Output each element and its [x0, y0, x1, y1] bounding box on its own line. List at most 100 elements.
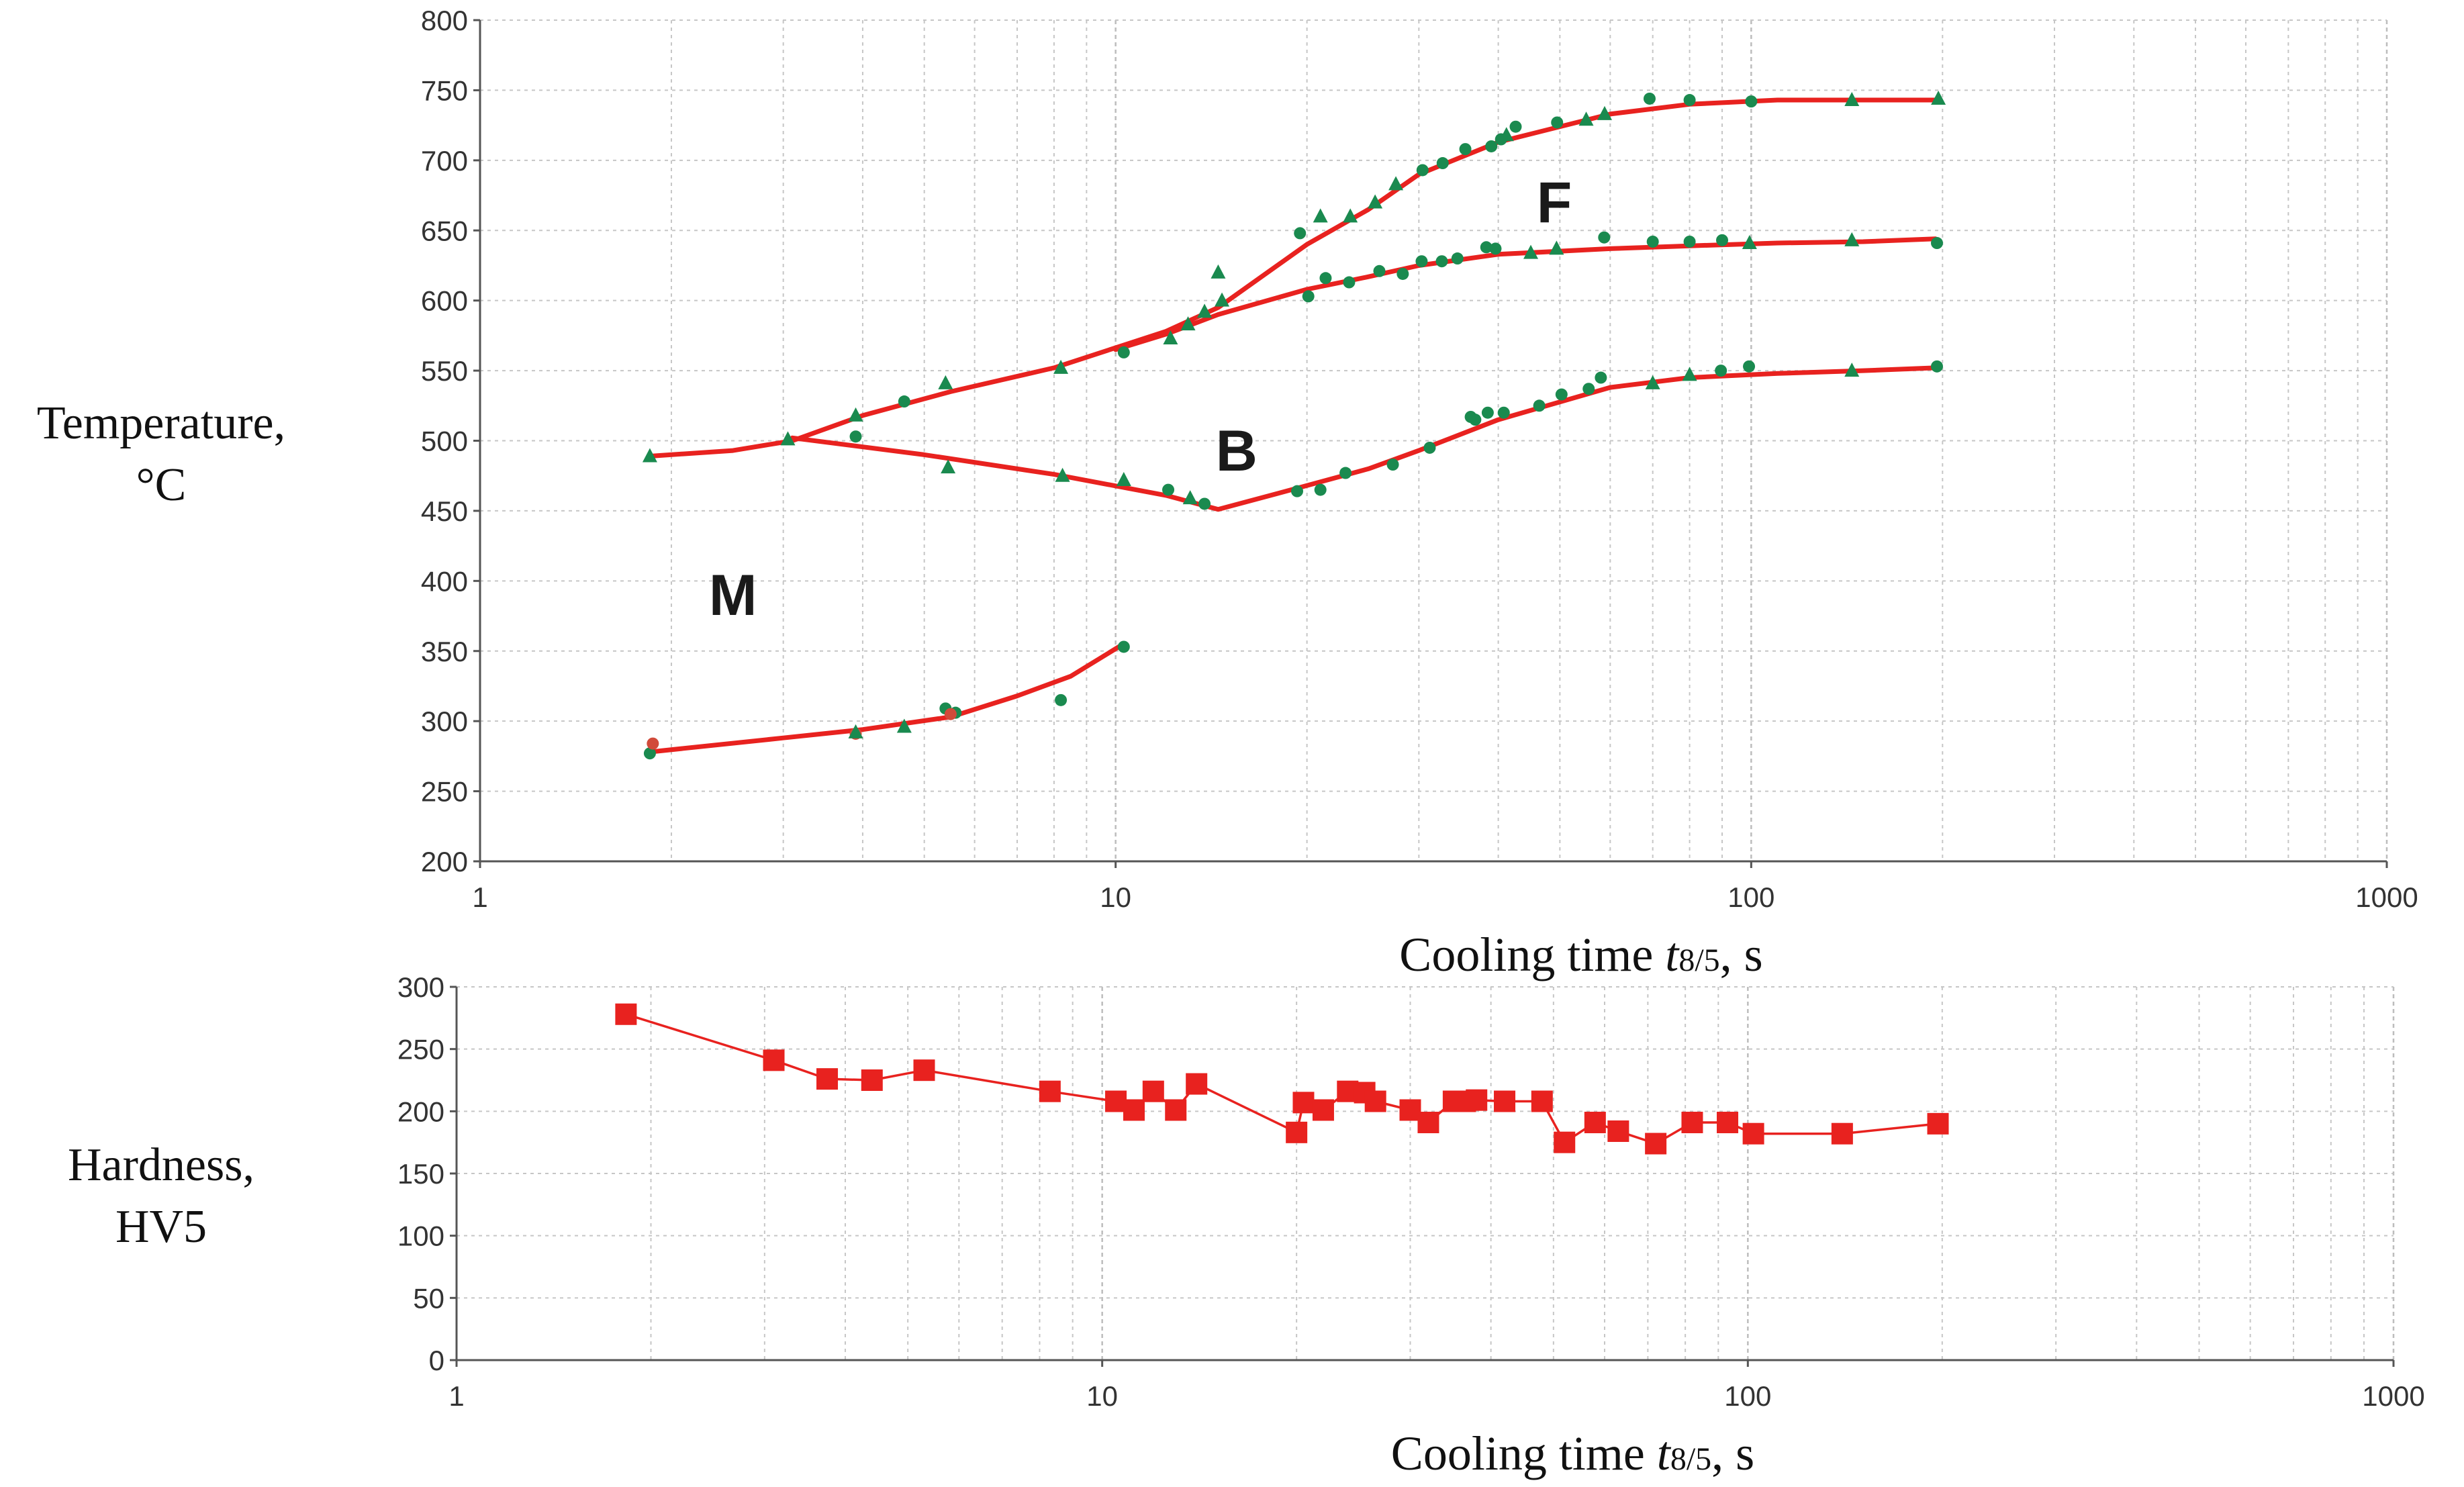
top-y-axis-label-line2: °C [136, 459, 187, 511]
top-measured-point [1368, 194, 1383, 209]
bottom-data-point [1364, 1090, 1386, 1112]
top-measured-point [643, 747, 656, 760]
top-measured-point [1436, 157, 1449, 170]
top-y-tick-label: 650 [421, 215, 468, 246]
top-measured-point [1643, 92, 1656, 105]
top-measured-point [848, 407, 863, 422]
top-measured-point [1459, 143, 1472, 156]
top-x-axis-title-text: Cooling time [1399, 928, 1665, 981]
top-measured-point [848, 724, 863, 738]
top-measured-point [1451, 252, 1464, 265]
top-measured-point [1469, 414, 1482, 426]
bottom-x-axis-title-unit: , s [1711, 1427, 1754, 1480]
top-measured-point [1182, 490, 1198, 505]
top-x-axis-title-var: t [1665, 928, 1680, 981]
bottom-x-axis-title: Cooling time t8/5, s [1391, 1427, 1754, 1480]
top-measured-point [1551, 116, 1564, 129]
top-measured-point [1396, 267, 1409, 280]
bottom-y-axis-label-line1: Hardness, [68, 1139, 254, 1191]
top-y-tick-label: 300 [421, 706, 468, 737]
bottom-y-tick-label: 300 [397, 971, 444, 1003]
bottom-data-point [1681, 1112, 1703, 1134]
top-measured-point [642, 448, 657, 463]
top-measured-point [1116, 471, 1131, 486]
top-measured-point [1489, 242, 1502, 255]
bottom-data-point [913, 1059, 935, 1082]
bottom-y-tick-label: 200 [397, 1096, 444, 1127]
top-region-label: B [1216, 419, 1258, 483]
top-y-tick-label: 600 [421, 285, 468, 317]
top-measured-point [780, 431, 796, 446]
top-measured-point [1582, 383, 1595, 395]
top-measured-point [1549, 240, 1564, 255]
bottom-data-point [763, 1049, 785, 1071]
top-x-tick-label: 1 [472, 881, 487, 913]
top-y-tick-label: 500 [421, 426, 468, 457]
bottom-data-point [1831, 1122, 1853, 1145]
bottom-data-point [1142, 1080, 1164, 1102]
top-measured-point [849, 430, 862, 443]
top-measured-point [1211, 264, 1226, 279]
top-measured-point [1416, 164, 1429, 177]
top-measured-point [1844, 232, 1860, 246]
top-measured-point [1313, 208, 1328, 223]
bottom-x-axis-title-text: Cooling time [1391, 1427, 1657, 1480]
top-y-tick-label: 700 [421, 145, 468, 177]
bottom-data-point [1399, 1099, 1421, 1121]
bottom-x-tick-label: 100 [1724, 1380, 1771, 1412]
top-x-tick-label: 100 [1727, 881, 1774, 913]
top-y-tick-label: 250 [421, 776, 468, 808]
bottom-data-point [816, 1068, 839, 1090]
top-measured-point [1290, 485, 1303, 497]
bottom-x-tick-label: 10 [1086, 1380, 1118, 1412]
bottom-data-point [1417, 1112, 1439, 1134]
top-measured-point [1523, 244, 1539, 259]
top-y-axis-label-line1: Temperature, [36, 397, 286, 449]
bottom-x-tick-label: 1000 [2362, 1380, 2424, 1412]
top-measured-point [1480, 241, 1492, 254]
top-measured-point [1373, 265, 1386, 277]
top-measured-point [1302, 290, 1315, 303]
top-measured-point [1509, 120, 1522, 133]
top-x-tick-label: 10 [1100, 881, 1131, 913]
top-measured-point [1743, 360, 1756, 373]
top-x-axis-title-sub: 8/5 [1678, 943, 1719, 978]
top-measured-point [1683, 235, 1696, 248]
top-y-tick-label: 400 [421, 565, 468, 597]
bottom-data-point [1165, 1099, 1187, 1121]
top-measured-point [1742, 235, 1757, 250]
top-chart: 200 250 300 350 400 450 500 550 600 650 700 750 800 1… [421, 5, 2418, 981]
top-measured-point [1197, 303, 1213, 318]
top-y-tick-label: 200 [421, 846, 468, 877]
top-measured-point [1844, 92, 1860, 107]
bottom-x-axis-title-sub: 8/5 [1670, 1441, 1711, 1477]
bottom-data-point [1494, 1090, 1516, 1112]
top-measured-point [1597, 105, 1613, 120]
bottom-data-point [1584, 1112, 1606, 1134]
bottom-data-point [1186, 1073, 1208, 1095]
top-measured-point [1844, 363, 1860, 377]
bottom-data-point [1742, 1122, 1764, 1145]
top-measured-point [1162, 483, 1175, 496]
bottom-data-point [1531, 1090, 1553, 1112]
top-y-tick-label: 800 [421, 5, 468, 36]
top-measured-point [1339, 467, 1352, 479]
top-measured-point [1294, 227, 1307, 240]
bottom-data-point [1607, 1120, 1629, 1142]
top-series-line [647, 642, 1124, 755]
top-measured-point [1745, 95, 1758, 108]
bottom-y-axis-label: Hardness, HV5 [3, 1135, 319, 1258]
top-measured-point [1598, 231, 1611, 244]
top-measured-point [1163, 330, 1178, 345]
bottom-data-point [1645, 1133, 1667, 1155]
bottom-data-point [1717, 1112, 1739, 1134]
top-measured-point [1343, 276, 1356, 289]
top-x-axis-title: Cooling time t8/5, s [1399, 928, 1762, 981]
top-series-line [647, 97, 1938, 459]
top-measured-point [1481, 406, 1494, 419]
top-measured-point [1931, 237, 1944, 250]
top-measured-point [1314, 483, 1327, 496]
top-y-tick-label: 450 [421, 495, 468, 527]
bottom-data-point [1039, 1080, 1061, 1102]
